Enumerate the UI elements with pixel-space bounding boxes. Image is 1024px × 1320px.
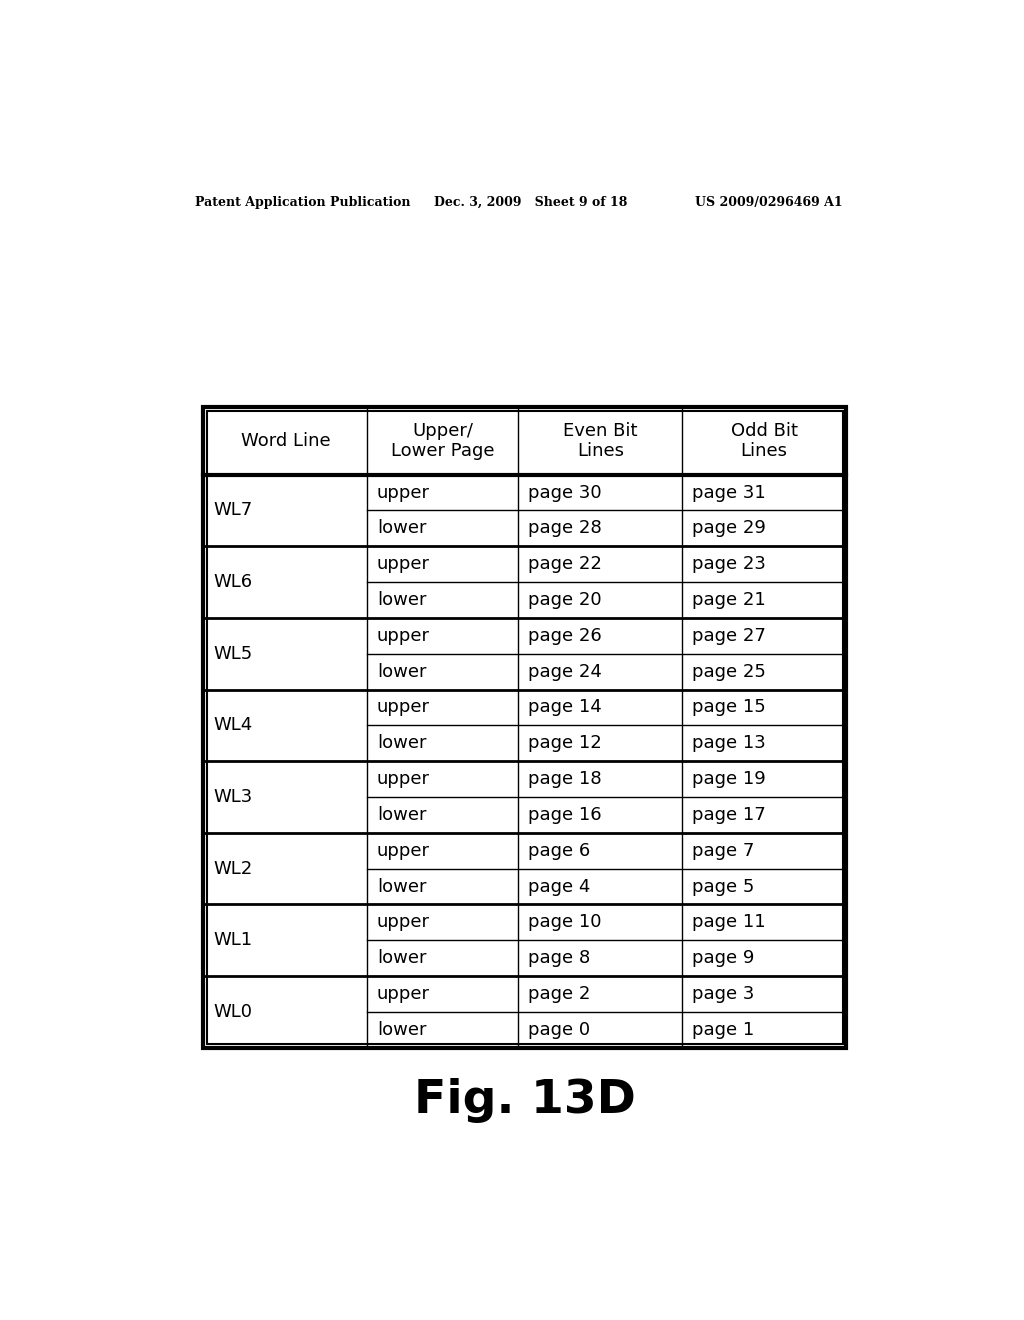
Text: upper: upper xyxy=(377,698,430,717)
Text: lower: lower xyxy=(377,807,426,824)
Text: page 24: page 24 xyxy=(528,663,602,681)
Text: lower: lower xyxy=(377,1020,426,1039)
Text: Even Bit
Lines: Even Bit Lines xyxy=(563,421,638,461)
Text: WL6: WL6 xyxy=(213,573,252,591)
Text: Word Line: Word Line xyxy=(241,432,330,450)
Text: page 22: page 22 xyxy=(528,556,602,573)
Text: page 27: page 27 xyxy=(692,627,766,645)
Text: WL2: WL2 xyxy=(213,859,252,878)
Text: page 30: page 30 xyxy=(528,483,601,502)
Text: page 19: page 19 xyxy=(692,770,766,788)
Text: page 16: page 16 xyxy=(528,807,601,824)
Text: page 20: page 20 xyxy=(528,591,601,609)
Text: page 8: page 8 xyxy=(528,949,590,968)
Text: page 4: page 4 xyxy=(528,878,590,895)
Text: lower: lower xyxy=(377,591,426,609)
Text: page 13: page 13 xyxy=(692,734,766,752)
Text: WL7: WL7 xyxy=(213,502,252,520)
Bar xyxy=(204,408,846,1048)
Text: page 1: page 1 xyxy=(692,1020,754,1039)
Text: upper: upper xyxy=(377,770,430,788)
Text: page 23: page 23 xyxy=(692,556,766,573)
Text: Upper/
Lower Page: Upper/ Lower Page xyxy=(391,421,495,461)
Text: Dec. 3, 2009   Sheet 9 of 18: Dec. 3, 2009 Sheet 9 of 18 xyxy=(433,195,627,209)
Text: upper: upper xyxy=(377,913,430,932)
Text: page 0: page 0 xyxy=(528,1020,590,1039)
Text: page 25: page 25 xyxy=(692,663,766,681)
Text: page 12: page 12 xyxy=(528,734,602,752)
Text: WL4: WL4 xyxy=(213,717,252,734)
Text: page 6: page 6 xyxy=(528,842,590,859)
Text: lower: lower xyxy=(377,734,426,752)
Text: page 10: page 10 xyxy=(528,913,601,932)
Text: upper: upper xyxy=(377,627,430,645)
Text: upper: upper xyxy=(377,985,430,1003)
Text: page 14: page 14 xyxy=(528,698,602,717)
Text: upper: upper xyxy=(377,483,430,502)
Text: page 7: page 7 xyxy=(692,842,755,859)
Text: page 5: page 5 xyxy=(692,878,755,895)
Text: Odd Bit
Lines: Odd Bit Lines xyxy=(731,421,798,461)
Text: US 2009/0296469 A1: US 2009/0296469 A1 xyxy=(695,195,843,209)
Text: page 28: page 28 xyxy=(528,519,602,537)
Text: upper: upper xyxy=(377,556,430,573)
Text: page 21: page 21 xyxy=(692,591,766,609)
Text: WL1: WL1 xyxy=(213,932,252,949)
Text: WL5: WL5 xyxy=(213,644,252,663)
Text: page 2: page 2 xyxy=(528,985,590,1003)
Text: page 15: page 15 xyxy=(692,698,766,717)
Text: page 31: page 31 xyxy=(692,483,766,502)
Text: Fig. 13D: Fig. 13D xyxy=(414,1078,636,1123)
Text: lower: lower xyxy=(377,949,426,968)
Text: WL3: WL3 xyxy=(213,788,252,807)
Text: page 11: page 11 xyxy=(692,913,765,932)
Text: WL0: WL0 xyxy=(213,1003,252,1020)
Text: page 18: page 18 xyxy=(528,770,601,788)
Text: upper: upper xyxy=(377,842,430,859)
Text: page 3: page 3 xyxy=(692,985,755,1003)
Text: lower: lower xyxy=(377,663,426,681)
Text: lower: lower xyxy=(377,878,426,895)
Bar xyxy=(207,412,843,1044)
Text: lower: lower xyxy=(377,519,426,537)
Text: page 29: page 29 xyxy=(692,519,766,537)
Text: page 9: page 9 xyxy=(692,949,755,968)
Text: page 17: page 17 xyxy=(692,807,766,824)
Text: page 26: page 26 xyxy=(528,627,602,645)
Text: Patent Application Publication: Patent Application Publication xyxy=(196,195,411,209)
